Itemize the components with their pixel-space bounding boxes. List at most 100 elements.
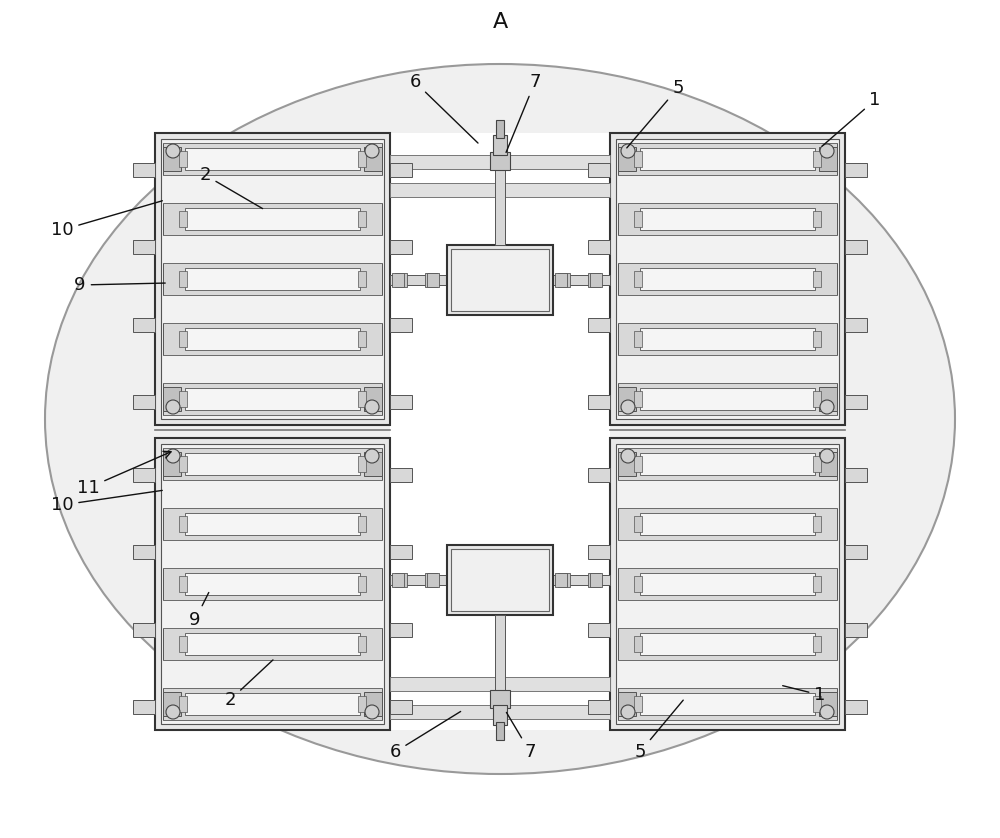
Bar [813,271,821,287]
Bar [390,275,447,285]
Bar [553,575,610,585]
Bar [813,516,821,532]
Bar [358,576,366,592]
Bar [588,700,610,714]
Bar [163,448,382,480]
Bar [634,391,642,407]
Bar [133,395,155,409]
Text: 10: 10 [51,490,162,514]
Bar [185,148,360,170]
Bar [179,516,187,532]
Bar [618,568,837,600]
Bar [427,573,439,587]
Bar [163,383,382,415]
Bar [845,700,867,714]
Bar [447,245,553,315]
Bar [133,546,155,559]
Bar [493,135,507,155]
Bar [163,688,382,720]
Bar [634,636,642,652]
Bar [390,705,610,719]
Bar [427,273,439,287]
Bar [588,241,610,255]
Bar [813,456,821,472]
Bar [618,688,837,720]
Bar [161,139,384,419]
Ellipse shape [45,64,955,774]
Bar [558,273,570,287]
Bar [640,513,815,535]
Bar [845,468,867,482]
Bar [163,508,382,540]
Bar [845,623,867,637]
Bar [640,573,815,595]
Bar [618,143,837,175]
Bar [451,549,549,611]
Bar [392,273,404,287]
Bar [588,623,610,637]
Bar [553,275,610,285]
Bar [185,388,360,410]
Polygon shape [618,387,636,411]
Text: 11: 11 [77,452,171,497]
Circle shape [621,144,635,158]
Bar [634,576,642,592]
Bar [358,696,366,712]
Text: 2: 2 [199,166,263,209]
Bar [390,468,412,482]
Bar [395,273,407,287]
Bar [163,263,382,295]
Bar [155,133,390,425]
Polygon shape [819,387,837,411]
Bar [390,318,412,332]
Bar [425,273,437,287]
Polygon shape [163,387,181,411]
Bar [610,438,845,730]
Polygon shape [618,692,636,716]
Bar [185,328,360,350]
Polygon shape [364,692,382,716]
Bar [185,693,360,715]
Bar [618,628,837,660]
Bar [618,383,837,415]
Bar [133,468,155,482]
Bar [588,573,600,587]
Bar [179,151,187,167]
Bar [588,318,610,332]
Bar [610,133,845,425]
Bar [133,623,155,637]
Bar [358,211,366,227]
Bar [588,273,600,287]
Bar [163,568,382,600]
Bar [640,148,815,170]
Polygon shape [819,692,837,716]
Bar [588,468,610,482]
Bar [618,508,837,540]
Bar [133,241,155,255]
Bar [813,696,821,712]
Bar [845,318,867,332]
Bar [813,331,821,347]
Bar [358,456,366,472]
Bar [588,163,610,177]
Bar [185,208,360,230]
Bar [179,391,187,407]
Bar [395,573,407,587]
Bar [558,573,570,587]
Bar [640,208,815,230]
Bar [640,388,815,410]
Bar [155,438,390,730]
Text: 1: 1 [822,91,881,146]
Bar [588,395,610,409]
Bar [179,331,187,347]
Bar [133,163,155,177]
Bar [179,211,187,227]
Bar [185,573,360,595]
Polygon shape [618,147,636,171]
Text: 6: 6 [389,711,461,761]
Bar [358,391,366,407]
Bar [179,576,187,592]
Bar [555,273,567,287]
Bar [618,263,837,295]
Bar [813,151,821,167]
